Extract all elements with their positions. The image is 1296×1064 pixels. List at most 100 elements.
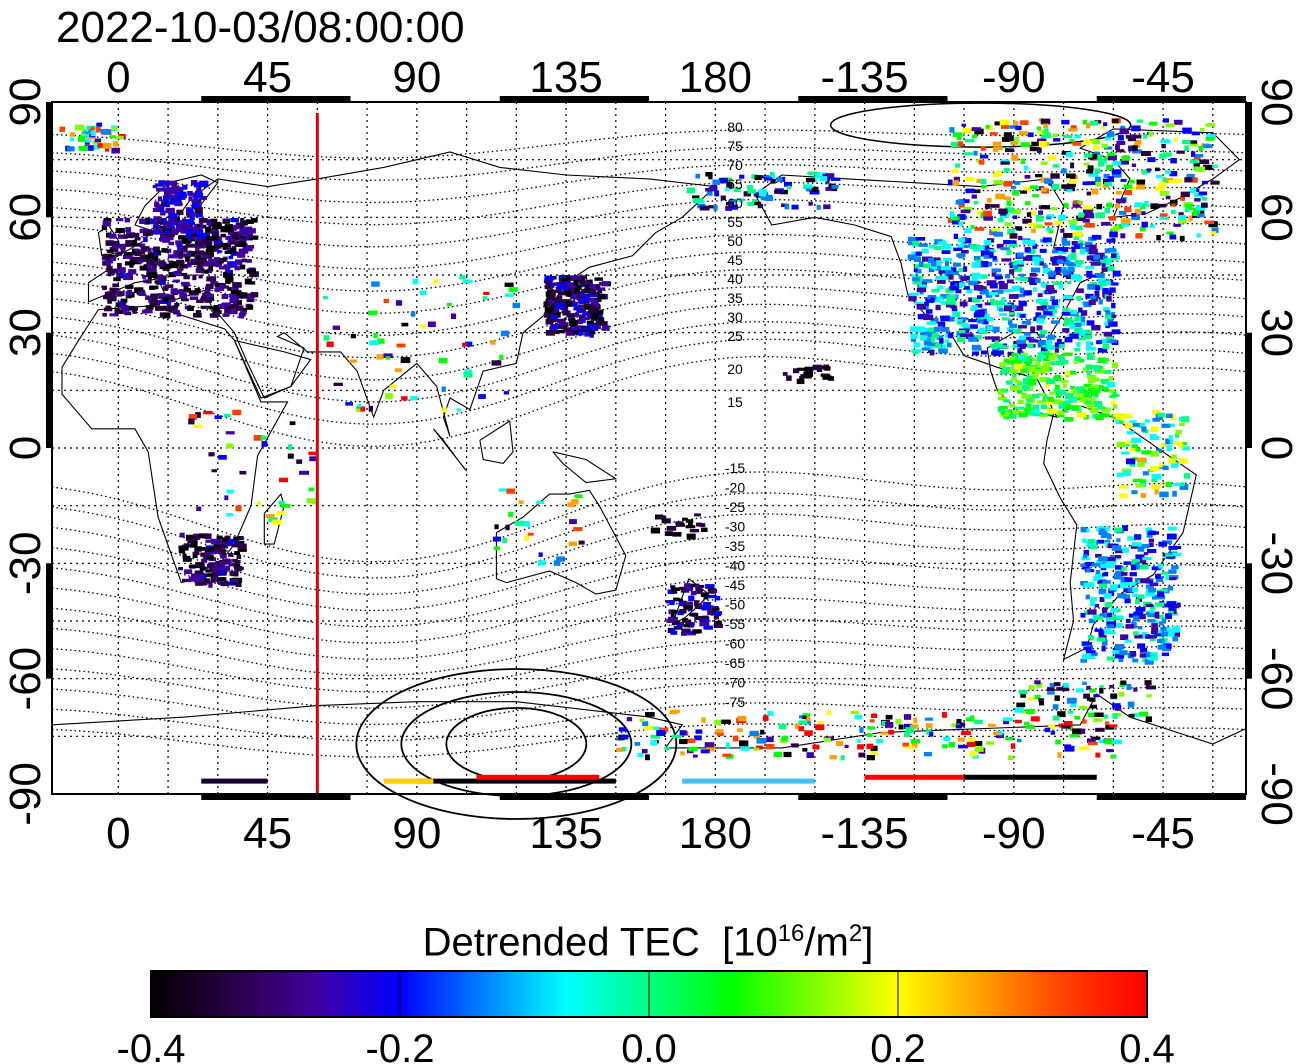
contour-label: 40 [727,271,743,287]
tec-pixel [1031,357,1037,362]
tec-pixel [806,719,811,725]
tec-pixel [1143,134,1148,139]
tec-pixel [1091,652,1098,656]
tec-pixel [1010,413,1017,419]
tec-pixel [1129,587,1139,593]
tec-pixel [1116,622,1123,629]
tec-pixel [208,258,218,263]
tec-pixel [210,218,218,223]
tec-pixel [1159,181,1167,188]
tec-pixel [148,218,157,225]
tec-pixel [195,534,205,539]
tec-pixel [1101,125,1106,129]
tec-pixel [791,204,799,210]
tec-pixel [694,600,699,606]
tec-pixel [1063,682,1069,688]
tec-pixel [825,179,830,184]
tec-pixel [1025,360,1032,367]
tec-pixel [153,218,159,223]
tec-pixel [992,141,1002,146]
tec-pixel [1040,414,1048,418]
tec-pixel [1135,562,1140,566]
tec-pixel [910,739,920,744]
tec-pixel [1058,267,1069,273]
tec-pixel [1004,273,1011,279]
tec-pixel [1141,150,1151,156]
tec-pixel [1087,738,1096,743]
colorbar-title: Detrended TEC [1016/m2] [422,920,874,965]
tec-pixel [1137,546,1145,552]
tec-pixel [1179,484,1189,490]
tec-pixel [1073,231,1083,237]
tec-pixel [203,240,213,245]
tec-pixel [913,717,918,724]
tec-pixel [213,257,221,263]
tec-pixel [1165,481,1172,488]
tec-pixel [1125,639,1132,643]
tec-pixel [1089,295,1097,300]
tec-pixel [1014,406,1025,410]
tec-pixel [217,249,222,254]
tec-pixel [1096,203,1103,210]
tec-pixel [279,477,288,483]
tec-pixel [133,306,138,311]
tec-pixel [992,258,998,262]
tec-pixel [1107,317,1114,322]
tec-pixel [1083,205,1092,210]
tec-pixel [1156,174,1163,179]
tec-pixel [196,260,204,266]
tec-pixel [1099,613,1108,618]
tec-pixel [989,132,998,136]
tec-pixel [830,186,838,192]
tec-pixel [1032,194,1040,198]
tec-pixel [189,296,199,300]
tec-pixel [1085,222,1095,228]
tec-pixel [163,195,169,201]
tec-pixel [997,396,1007,401]
tec-pixel [552,290,561,294]
tec-pixel [238,312,245,319]
tec-pixel [106,265,113,272]
tec-pixel [688,622,695,626]
tec-pixel [1151,479,1158,483]
tec-pixel [549,293,556,299]
tec-pixel [214,283,219,287]
tec-pixel [174,201,183,207]
tec-pixel [1059,344,1064,349]
tec-pixel [568,302,578,307]
tec-pixel [898,724,904,730]
tec-pixel [1132,145,1138,151]
tec-pixel [602,325,610,331]
tec-pixel [199,221,204,227]
contour-label: 35 [727,290,743,306]
tec-pixel [1091,364,1101,369]
tec-pixel [177,219,186,226]
tec-pixel [1001,258,1012,262]
tec-pixel [226,443,234,449]
tec-pixel [1032,243,1038,249]
tec-pixel [1104,714,1109,719]
tec-pixel [556,556,565,562]
tec-pixel [1085,561,1095,567]
tec-pixel [169,186,177,193]
tec-pixel [1185,204,1193,210]
tec-pixel [1023,290,1032,296]
tec-pixel [840,755,845,761]
tec-pixel [1019,190,1027,194]
tec-pixel [236,222,244,227]
tec-pixel [545,282,555,288]
tec-pixel [1030,326,1036,332]
tec-pixel [1172,604,1179,609]
tec-pixel [1117,593,1127,599]
tec-pixel [1082,367,1090,372]
tec-pixel [679,621,684,626]
tec-pixel [134,237,141,241]
tec-pixel [332,325,341,330]
tec-pixel [1102,572,1108,577]
tec-pixel [236,241,247,247]
tec-pixel [1023,367,1028,371]
tec-pixel [129,232,140,238]
tec-streak [964,774,1097,780]
tec-pixel [239,470,247,475]
tec-pixel [1094,154,1103,161]
